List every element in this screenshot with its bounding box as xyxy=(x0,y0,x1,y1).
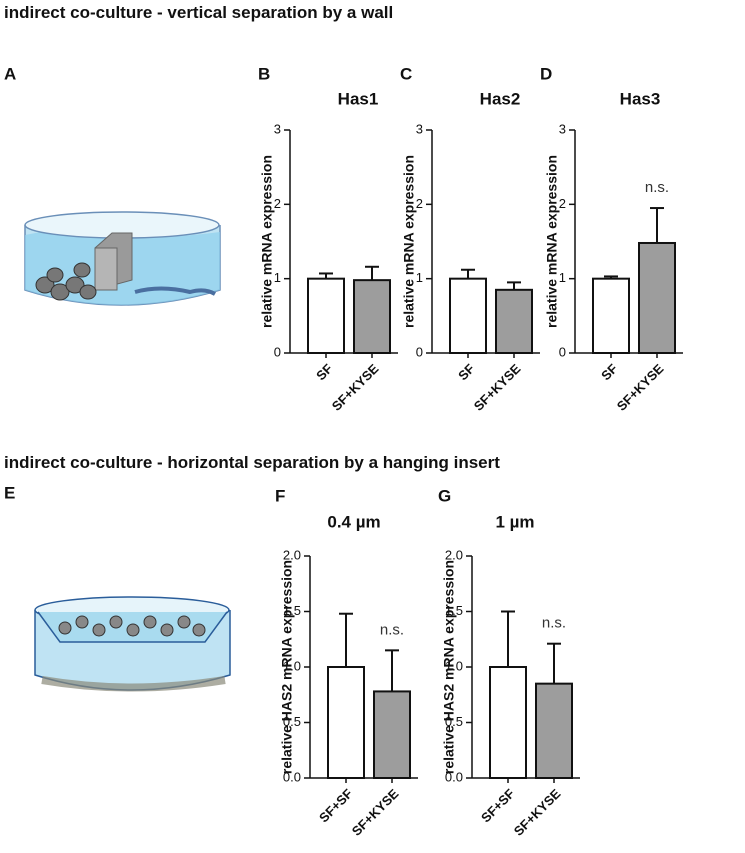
y-tick-label: 2 xyxy=(559,196,566,211)
y-tick-label: 2.0 xyxy=(283,547,301,562)
bar xyxy=(307,277,345,354)
significance-label: n.s. xyxy=(380,621,404,638)
bar xyxy=(353,279,391,354)
panel-letter: B xyxy=(258,64,270,83)
panel-letter: A xyxy=(4,64,16,83)
x-tick-label: SF xyxy=(455,361,477,383)
y-axis-label: relative mRNA expression xyxy=(401,155,417,328)
y-tick-label: 2 xyxy=(416,196,423,211)
x-tick-label: SF+KYSE xyxy=(329,361,382,414)
dish-illustration-insert xyxy=(34,596,231,692)
y-tick-label: 3 xyxy=(416,121,423,136)
panel-letter: G xyxy=(438,486,451,505)
bar xyxy=(638,241,676,354)
x-tick-label: SF+KYSE xyxy=(614,361,667,414)
y-tick-label: 0.0 xyxy=(283,769,301,784)
bar xyxy=(489,666,527,779)
bar xyxy=(495,288,533,355)
y-axis-label: relative HAS2 mRNA expression xyxy=(279,560,295,774)
y-tick-label: 2.0 xyxy=(445,547,463,562)
panel-letter: D xyxy=(540,64,552,83)
y-tick-label: 0.5 xyxy=(445,714,463,729)
significance-label: n.s. xyxy=(645,179,669,196)
panel-letter: C xyxy=(400,64,412,83)
chart-title: 1 µm xyxy=(495,512,534,531)
bar xyxy=(449,277,487,354)
chart-title: Has3 xyxy=(620,89,661,108)
y-tick-label: 0 xyxy=(274,344,281,359)
y-tick-label: 3 xyxy=(559,121,566,136)
x-tick-label: SF xyxy=(598,361,620,383)
y-tick-label: 0 xyxy=(416,344,423,359)
x-tick-label: SF xyxy=(313,361,335,383)
x-tick-label: SF+SF xyxy=(478,786,518,826)
bar xyxy=(535,682,573,780)
chart-title: Has2 xyxy=(480,89,521,108)
bar xyxy=(592,277,630,354)
section-heading: indirect co-culture - horizontal separat… xyxy=(4,453,500,472)
y-tick-label: 1.5 xyxy=(445,603,463,618)
section-heading: indirect co-culture - vertical separatio… xyxy=(4,3,393,22)
x-tick-label: SF+KYSE xyxy=(349,786,402,839)
bar xyxy=(373,690,411,779)
y-axis-label: relative HAS2 mRNA expression xyxy=(441,560,457,774)
y-tick-label: 1.0 xyxy=(445,658,463,673)
x-tick-label: SF+KYSE xyxy=(471,361,524,414)
panel-letter: F xyxy=(275,486,285,505)
chart-title: Has1 xyxy=(338,89,379,108)
y-tick-label: 3 xyxy=(274,121,281,136)
y-tick-label: 1 xyxy=(274,270,281,285)
dish-illustration-wall xyxy=(24,211,221,306)
y-tick-label: 0.0 xyxy=(445,769,463,784)
significance-label: n.s. xyxy=(542,615,566,632)
panel-letter: E xyxy=(4,483,15,502)
x-tick-label: SF+SF xyxy=(316,786,356,826)
y-tick-label: 1.0 xyxy=(283,658,301,673)
y-tick-label: 2 xyxy=(274,196,281,211)
y-tick-label: 0 xyxy=(559,344,566,359)
y-axis-label: relative mRNA expression xyxy=(544,155,560,328)
chart-title: 0.4 µm xyxy=(327,512,380,531)
y-axis-label: relative mRNA expression xyxy=(259,155,275,328)
y-tick-label: 1 xyxy=(416,270,423,285)
y-tick-label: 1 xyxy=(559,270,566,285)
y-tick-label: 1.5 xyxy=(283,603,301,618)
y-tick-label: 0.5 xyxy=(283,714,301,729)
bar xyxy=(327,666,365,779)
x-tick-label: SF+KYSE xyxy=(511,786,564,839)
